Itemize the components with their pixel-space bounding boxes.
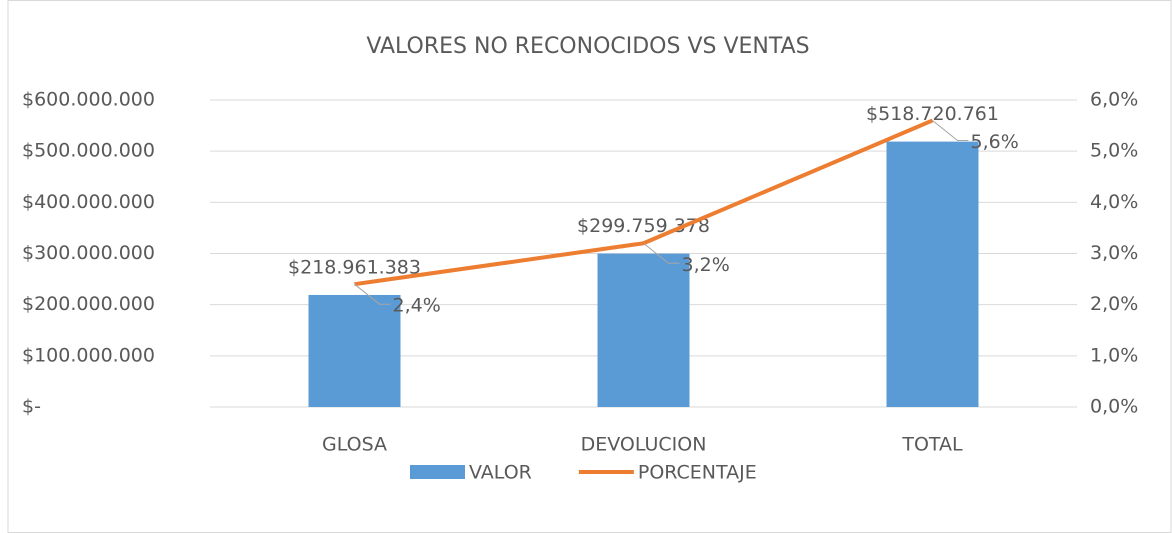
- y-tick-label: $500.000.000: [22, 140, 155, 162]
- data-label: $518.720.761: [866, 103, 999, 125]
- data-label: 3,2%: [682, 254, 730, 276]
- bar: [886, 141, 979, 407]
- y-tick-label: $400.000.000: [22, 191, 155, 213]
- data-label: $218.961.383: [288, 256, 421, 278]
- leader-line: [932, 120, 969, 141]
- y-tick-label: $600.000.000: [22, 89, 155, 111]
- x-tick-label: GLOSA: [322, 434, 387, 456]
- y2-tick-label: 0,0%: [1090, 396, 1138, 418]
- x-tick-label: DEVOLUCION: [581, 434, 707, 456]
- legend-label: PORCENTAJE: [638, 462, 757, 484]
- y2-tick-label: 3,0%: [1090, 242, 1138, 264]
- y-tick-label: $200.000.000: [22, 293, 155, 315]
- data-label: $299.759.378: [577, 215, 710, 237]
- y2-tick-label: 1,0%: [1090, 344, 1138, 366]
- leader-line: [643, 242, 680, 264]
- legend-label: VALOR: [469, 462, 532, 484]
- x-tick-label: TOTAL: [901, 434, 963, 456]
- y-tick-label: $-: [22, 396, 41, 418]
- leader-line: [354, 283, 391, 305]
- y2-tick-label: 6,0%: [1090, 89, 1138, 111]
- y2-tick-label: 4,0%: [1090, 191, 1138, 213]
- y2-tick-label: 5,0%: [1090, 140, 1138, 162]
- y2-tick-label: 2,0%: [1090, 293, 1138, 315]
- bar: [308, 294, 401, 407]
- y-tick-label: $300.000.000: [22, 242, 155, 264]
- data-label: 2,4%: [393, 295, 441, 317]
- data-label: 5,6%: [971, 131, 1019, 153]
- chart-title: VALORES NO RECONOCIDOS VS VENTAS: [366, 34, 809, 59]
- legend-swatch: [410, 465, 465, 479]
- bar: [597, 253, 690, 407]
- y-tick-label: $100.000.000: [22, 344, 155, 366]
